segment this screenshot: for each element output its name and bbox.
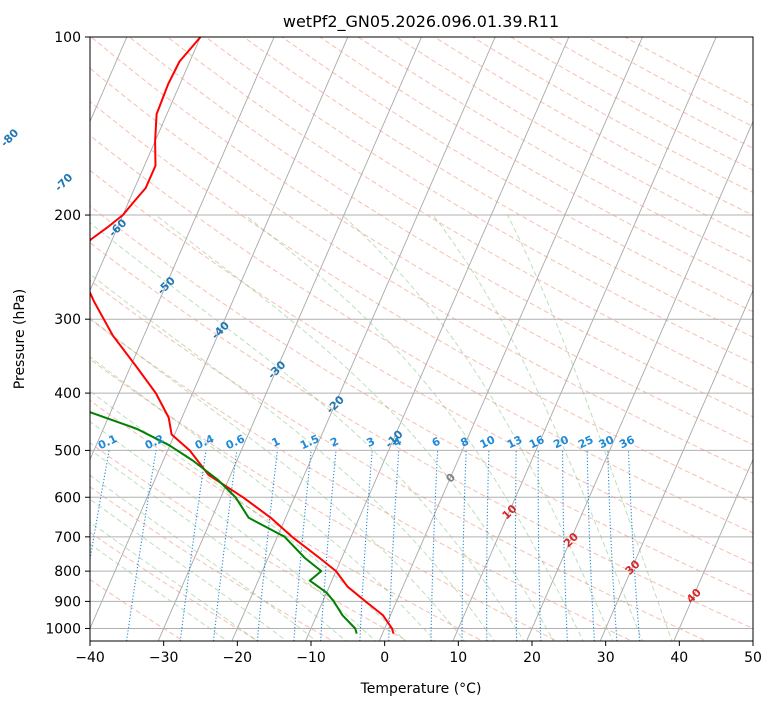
plot-background (90, 37, 753, 641)
mixing-ratio-label: 36 (617, 433, 637, 451)
temperature-profile-line (90, 37, 395, 634)
mixing-ratio-line (514, 450, 518, 641)
moist-adiabat (342, 214, 614, 641)
background-lines (90, 37, 753, 641)
x-tick-label: 30 (597, 650, 615, 666)
chart-title: wetPf2_GN05.2026.096.01.39.R11 (283, 12, 559, 32)
mixing-ratio-label: 10 (478, 433, 498, 451)
mixing-ratio-line (607, 450, 618, 641)
y-tick-label: 400 (54, 386, 81, 402)
isotherm-line (599, 289, 753, 641)
isotherm-line (90, 37, 275, 461)
moist-adiabat (155, 214, 555, 641)
x-axis-title: Temperature (°C) (360, 681, 482, 697)
x-tick-label: 10 (449, 650, 467, 666)
isotherm-line (90, 37, 201, 292)
moist-adiabat (90, 543, 229, 641)
x-tick-label: 40 (670, 650, 688, 666)
x-tick-label: 0 (380, 650, 389, 666)
mixing-ratio-line (256, 450, 278, 641)
isotherm-line (157, 37, 422, 641)
mixing-ratio-label: 30 (597, 433, 617, 451)
dry-adiabat (90, 242, 753, 630)
moist-adiabat (90, 273, 495, 641)
mixing-ratio-line (388, 450, 400, 641)
y-tick-label: 300 (54, 312, 81, 328)
mixing-ratio-line (430, 450, 439, 641)
mixing-ratio-line (293, 450, 312, 641)
mixing-ratio-line (359, 450, 373, 641)
dry-adiabat (90, 67, 753, 474)
moist-adiabat (90, 448, 347, 641)
mixing-ratio-line (320, 450, 337, 641)
dry-adiabat (319, 37, 753, 288)
y-tick-label: 100 (54, 30, 81, 46)
dewpoint-profile-line (90, 411, 358, 634)
isotherm-label: -70 (52, 171, 75, 194)
isotherm-line (526, 120, 753, 641)
moist-adiabat (90, 222, 525, 641)
y-tick-label: 1000 (45, 622, 81, 638)
moist-adiabat (90, 356, 436, 641)
y-tick-label: 900 (54, 594, 81, 610)
moist-adiabat (244, 214, 584, 641)
moist-adiabat (90, 498, 288, 641)
isotherm-label: -80 (0, 126, 22, 149)
mixing-ratio-line (537, 450, 542, 641)
y-axis-title: Pressure (hPa) (12, 289, 28, 389)
moist-adiabat (90, 474, 318, 641)
mixing-ratio-line (627, 450, 641, 641)
plot-frame (89, 36, 754, 642)
dry-adiabat (281, 37, 753, 313)
axis-ticks: −40 −30 −20 −10 0 10 20 30 40 50 100 200 300 400 500 60… (45, 30, 762, 666)
x-tick-label: 20 (523, 650, 541, 666)
x-tick-label: −10 (296, 650, 326, 666)
dry-adiabat (90, 100, 753, 504)
isotherm-line (378, 37, 643, 641)
isotherm-line (231, 37, 496, 641)
isotherm-line (305, 37, 570, 641)
mixing-ratio-line (486, 450, 490, 641)
x-tick-label: −30 (149, 650, 179, 666)
mixing-ratio-line (586, 450, 595, 641)
dry-adiabat (90, 358, 559, 641)
y-tick-label: 500 (54, 443, 81, 459)
mixing-ratio-line (562, 450, 568, 641)
moist-adiabat (432, 214, 643, 641)
x-tick-label: −20 (223, 650, 253, 666)
x-tick-label: −40 (75, 650, 105, 666)
mixing-ratio-label: 20 (551, 433, 571, 451)
mixing-ratio-line (461, 450, 467, 641)
profile-lines (90, 37, 395, 634)
mixing-ratio-label: 25 (576, 433, 595, 451)
mixing-ratio-label: 16 (527, 433, 547, 451)
y-tick-label: 200 (54, 208, 81, 224)
y-tick-label: 700 (54, 530, 81, 546)
dry-adiabat (90, 37, 753, 446)
mixing-ratio-label: 13 (505, 433, 524, 451)
moist-adiabat (507, 214, 673, 641)
moist-adiabat (90, 317, 466, 641)
y-tick-label: 800 (54, 564, 81, 580)
isotherm-line (673, 458, 753, 641)
isotherm-line (90, 37, 349, 630)
isotherm-line (452, 37, 717, 641)
y-tick-label: 600 (54, 490, 81, 506)
dry-adiabat (90, 134, 753, 534)
x-tick-label: 50 (744, 650, 762, 666)
dry-adiabat (90, 169, 753, 565)
